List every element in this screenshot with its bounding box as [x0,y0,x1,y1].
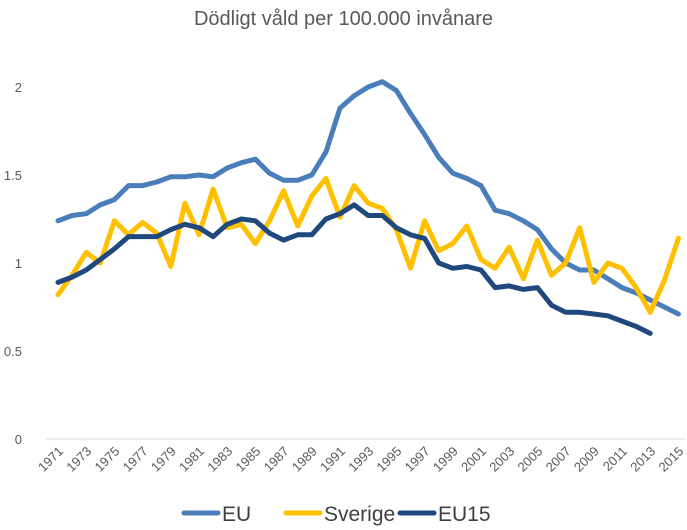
legend-label-sverige: Sverige [324,503,395,526]
series-line-eu15 [55,202,653,336]
x-tick-label: 1971 [35,444,66,475]
x-tick-label: 2015 [655,444,686,475]
x-tick-label: 1979 [148,444,179,475]
x-tick-label: 1997 [402,444,433,475]
x-tick-label: 2007 [543,444,574,475]
x-tick-label: 2005 [514,444,545,475]
y-tick-label: 0 [15,432,22,447]
y-tick-label: 1 [15,256,22,271]
x-tick-label: 2003 [486,444,517,475]
x-tick-label: 1977 [120,444,151,475]
x-tick-label: 2009 [571,444,602,475]
x-tick-label: 2011 [600,444,630,474]
x-tick-label: 1987 [261,444,292,475]
x-tick-label: 2001 [458,444,489,475]
x-tick-label: 1993 [345,444,376,475]
y-tick-label: 0.5 [4,344,22,359]
y-tick-label: 1.5 [4,168,22,183]
y-tick-label: 2 [15,80,22,95]
series-line-eu [55,79,681,317]
x-tick-label: 1999 [430,444,461,475]
x-tick-label: 1973 [63,444,94,475]
series-line-sverige [55,176,681,315]
x-tick-label: 1975 [91,444,122,475]
legend-label-eu15: EU15 [438,503,491,526]
x-tick-label: 1995 [373,444,404,475]
x-tick-label: 1981 [176,444,207,475]
chart-title: Dödligt våld per 100.000 invånare [193,8,494,30]
legend-label-eu: EU [222,503,251,526]
x-tick-label: 1989 [289,444,320,475]
x-tick-label: 1991 [317,444,348,475]
x-tick-label: 1985 [232,444,263,475]
x-tick-label: 2013 [627,444,658,475]
x-tick-label: 1983 [204,444,235,475]
